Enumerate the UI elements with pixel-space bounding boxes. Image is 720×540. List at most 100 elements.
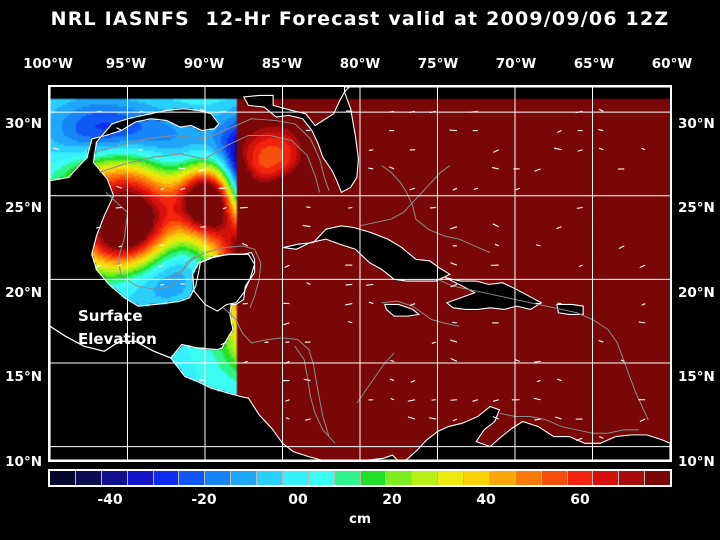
velocity-arrow	[553, 147, 562, 151]
velocity-arrow	[118, 245, 123, 248]
colorbar-swatch-13	[386, 471, 413, 485]
lat-label-left-30n: 30°N	[5, 116, 42, 132]
map-plot-area[interactable]	[48, 85, 672, 462]
colorbar-tick-00: 00	[288, 492, 308, 508]
surface-elevation-field	[50, 87, 670, 460]
colorbar-swatch-7	[231, 471, 257, 485]
velocity-arrow	[390, 397, 395, 401]
velocity-arrow	[554, 416, 562, 420]
velocity-arrow	[557, 130, 562, 133]
velocity-arrow	[96, 226, 102, 229]
bathymetry-contour-3	[167, 245, 262, 309]
velocity-arrow	[306, 282, 311, 285]
velocity-arrow	[431, 341, 437, 345]
velocity-arrow	[641, 147, 646, 151]
velocity-arrow	[598, 339, 604, 343]
velocity-arrow	[53, 147, 60, 151]
lon-label-100w: 100°W	[23, 56, 73, 72]
graticule	[50, 87, 670, 460]
lon-label-65w: 65°W	[573, 56, 615, 72]
velocity-arrow	[536, 244, 541, 247]
velocity-arrow	[159, 283, 165, 286]
velocity-arrow	[348, 320, 353, 324]
lat-label-right-20n: 20°N	[678, 285, 715, 301]
velocity-arrow	[368, 149, 374, 151]
velocity-arrow	[407, 399, 416, 402]
colorbar-swatch-15	[438, 471, 464, 485]
bathymetry-contour-11	[356, 352, 395, 404]
velocity-arrow	[492, 223, 499, 228]
bathymetry-contour-2	[105, 192, 196, 290]
coastline-florida	[242, 90, 359, 194]
velocity-arrow	[410, 380, 416, 383]
velocity-arrow	[243, 360, 248, 364]
lon-label-90w: 90°W	[183, 56, 225, 72]
velocity-arrow	[576, 206, 583, 209]
colorbar-swatch-9	[282, 471, 309, 485]
velocity-arrow	[180, 187, 185, 191]
velocity-arrow	[304, 418, 311, 421]
bathymetry-contour-1	[99, 134, 321, 193]
bathymetry-contour-8	[437, 278, 649, 421]
velocity-arrow	[556, 378, 562, 382]
lon-label-60w: 60°W	[651, 56, 693, 72]
bathymetry-contour-10	[499, 412, 639, 434]
velocity-arrow	[598, 436, 604, 439]
lat-label-left-20n: 20°N	[5, 285, 42, 301]
velocity-arrow	[575, 437, 583, 441]
colorbar-swatch-17	[489, 471, 516, 485]
velocity-arrow	[220, 341, 227, 346]
bathymetry-contour-7	[381, 165, 491, 254]
lat-label-left-25n: 25°N	[5, 200, 42, 216]
lat-label-right-15n: 15°N	[678, 369, 715, 385]
velocity-arrow	[159, 244, 165, 247]
coastline-usa-gulf-coast	[50, 87, 256, 359]
velocity-arrow	[641, 303, 646, 306]
colorbar-swatch-3	[127, 471, 154, 485]
velocity-arrow	[473, 187, 479, 191]
colorbar-swatch-16	[464, 471, 490, 485]
coastline-jamaica	[384, 303, 421, 317]
velocity-arrow	[452, 418, 458, 422]
velocity-arrow	[284, 264, 290, 269]
velocity-arrow	[390, 359, 395, 362]
velocity-arrow	[533, 397, 541, 401]
colorbar-swatch-4	[153, 471, 180, 485]
colorbar-tick--40: -40	[97, 492, 123, 508]
velocity-arrow	[598, 129, 604, 132]
velocity-arrow	[491, 166, 499, 170]
velocity-arrow	[618, 245, 625, 250]
velocity-arrow	[472, 399, 478, 402]
velocity-arrow	[285, 399, 290, 402]
velocity-arrow	[639, 264, 646, 269]
velocity-arrow	[534, 168, 541, 172]
velocity-arrow	[450, 283, 458, 288]
colorbar-swatch-5	[179, 471, 206, 485]
velocity-arrow	[96, 264, 102, 268]
lat-label-right-10n: 10°N	[678, 454, 715, 470]
lon-label-75w: 75°W	[417, 56, 459, 72]
colorbar-unit-label: cm	[348, 511, 372, 527]
velocity-arrow	[283, 322, 290, 326]
velocity-arrow	[452, 187, 458, 191]
velocity-arrow	[598, 108, 604, 112]
velocity-arrow	[159, 264, 165, 268]
lat-label-left-15n: 15°N	[5, 369, 42, 385]
lon-label-80w: 80°W	[339, 56, 381, 72]
velocity-arrow	[178, 167, 185, 170]
lat-label-left-10n: 10°N	[5, 454, 42, 470]
velocity-arrow	[241, 242, 248, 247]
velocity-arrow	[639, 418, 646, 423]
colorbar-swatch-10	[308, 471, 335, 485]
velocity-arrow	[450, 226, 458, 230]
colorbar-swatch-20	[567, 471, 594, 485]
velocity-arrow	[116, 185, 123, 189]
velocity-arrow	[407, 416, 416, 420]
lat-label-right-25n: 25°N	[678, 200, 715, 216]
colorbar-swatch-2	[101, 471, 128, 485]
colorbar-swatch-1	[75, 471, 102, 485]
colorbar-swatch-22	[619, 471, 646, 485]
velocity-arrow	[285, 417, 290, 420]
velocity-arrow	[556, 226, 562, 230]
